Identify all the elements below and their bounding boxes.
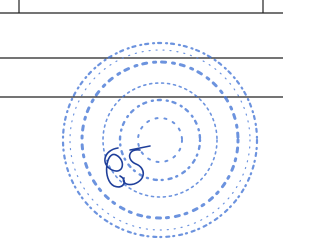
document-scan [0, 0, 283, 247]
page: {} [0, 0, 283, 247]
paper [0, 0, 283, 247]
